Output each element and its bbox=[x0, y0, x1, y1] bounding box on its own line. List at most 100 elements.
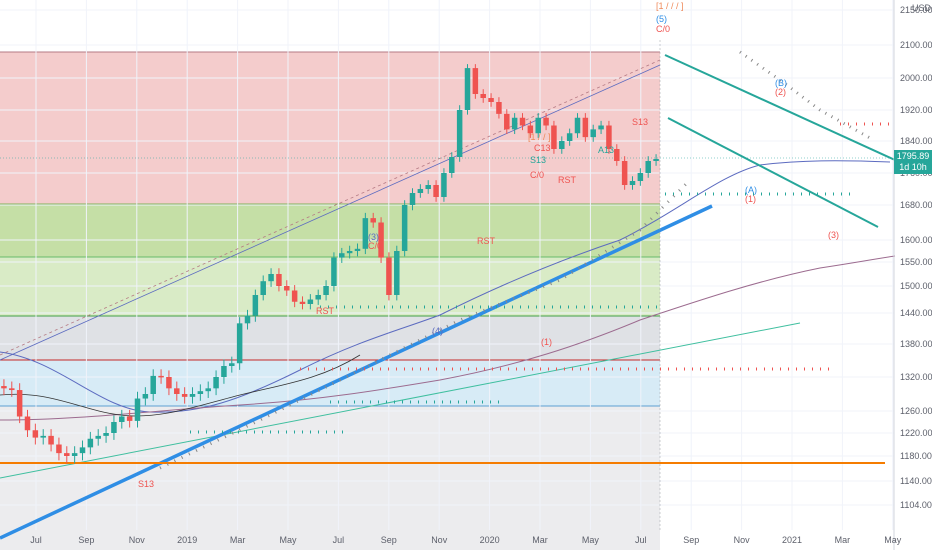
candle-body bbox=[559, 141, 565, 149]
fib-zones bbox=[0, 51, 660, 550]
candle-body bbox=[480, 94, 486, 98]
wave-top-c: C/0 bbox=[656, 24, 670, 34]
rst-a: RST bbox=[558, 175, 577, 185]
x-tick-label: Sep bbox=[78, 535, 94, 545]
candle-body bbox=[268, 274, 274, 282]
y-tick-label: 1680.00 bbox=[900, 200, 932, 210]
main-uptrend-line bbox=[0, 204, 713, 540]
candle-body bbox=[598, 125, 604, 130]
candle-body bbox=[87, 438, 94, 448]
candle-body bbox=[386, 257, 392, 295]
candle-body bbox=[221, 366, 227, 377]
candle-body bbox=[653, 159, 659, 161]
candle-body bbox=[150, 375, 156, 394]
y-tick-label: 1320.00 bbox=[900, 372, 932, 382]
candle-body bbox=[551, 125, 557, 149]
fib-zone-lightgrey bbox=[0, 406, 660, 550]
x-tick-label: Nov bbox=[431, 535, 448, 545]
candle-body bbox=[276, 274, 282, 286]
wave-top-primary: [1 / / / ] bbox=[656, 1, 684, 11]
candle-body bbox=[582, 117, 589, 138]
candle-body bbox=[472, 68, 479, 94]
candle-body bbox=[142, 394, 149, 399]
wave-1b: (1) bbox=[745, 194, 756, 204]
wave-mid-c: C13 bbox=[534, 143, 551, 153]
s13-a: S13 bbox=[632, 117, 648, 127]
wave-annotations: [1 / / / ] (5) C/0 [1 / / ] C13 C/0 (3) … bbox=[138, 1, 839, 489]
candle-body bbox=[606, 125, 612, 149]
channel-upper bbox=[664, 54, 896, 161]
candle-body bbox=[323, 286, 329, 295]
candle-body bbox=[449, 157, 455, 173]
s13-c: S13 bbox=[138, 479, 154, 489]
x-tick-label: Nov bbox=[129, 535, 146, 545]
candle-body bbox=[378, 222, 384, 258]
y-tick-label: 1220.00 bbox=[900, 428, 932, 438]
candle-body bbox=[511, 117, 518, 130]
wave-3b: (3) bbox=[828, 230, 839, 240]
candle-body bbox=[637, 173, 644, 181]
candle-body bbox=[252, 295, 259, 316]
y-tick-label: 1600.00 bbox=[900, 235, 932, 245]
blue-thin-line bbox=[0, 64, 661, 361]
candle-body bbox=[621, 161, 628, 185]
candle-body bbox=[339, 253, 345, 258]
dashed-projection bbox=[0, 59, 661, 356]
candle-body bbox=[645, 161, 651, 173]
candle-body bbox=[394, 251, 400, 295]
x-tick-label: Mar bbox=[230, 535, 246, 545]
wave-a: (A) bbox=[745, 185, 757, 195]
candles bbox=[1, 64, 659, 464]
y-tick-label: 1180.00 bbox=[900, 451, 932, 461]
candle-body bbox=[236, 323, 243, 364]
candle-body bbox=[574, 117, 581, 134]
candle-body bbox=[519, 117, 526, 126]
candle-body bbox=[590, 129, 596, 138]
candle-body bbox=[24, 416, 31, 431]
x-axis[interactable]: Jul Sep Nov 2019 Mar May Jul Sep Nov 2020 Mar May Ju… bbox=[30, 535, 902, 545]
y-tick-label: 1104.00 bbox=[900, 500, 932, 510]
y-tick-label: 1550.00 bbox=[900, 257, 932, 267]
candle-body bbox=[158, 375, 164, 378]
dots-grey-support bbox=[159, 178, 692, 470]
candle-body bbox=[331, 257, 337, 286]
candle-body bbox=[244, 315, 251, 324]
time-to-close: 1d 10h bbox=[899, 162, 927, 172]
x-tick-label: Mar bbox=[835, 535, 851, 545]
candle-body bbox=[9, 388, 15, 391]
candle-body bbox=[409, 193, 416, 205]
candle-body bbox=[417, 189, 424, 193]
candle-body bbox=[425, 185, 431, 189]
candle-body bbox=[64, 453, 70, 456]
rst-b: RST bbox=[477, 236, 496, 246]
wave-b: (B) bbox=[775, 78, 787, 88]
channel-lower bbox=[667, 117, 879, 228]
candle-body bbox=[504, 113, 510, 130]
wave-3: (3) bbox=[368, 232, 379, 242]
fib-zone-grey bbox=[0, 316, 660, 360]
candle-body bbox=[229, 363, 235, 366]
candle-body bbox=[284, 286, 290, 291]
candle-body bbox=[346, 251, 353, 254]
candle-body bbox=[441, 173, 447, 197]
candle-body bbox=[527, 125, 534, 134]
candle-body bbox=[103, 433, 109, 436]
candle-body bbox=[189, 394, 196, 397]
candle-body bbox=[629, 181, 636, 185]
candle-body bbox=[71, 453, 78, 456]
candle-body bbox=[32, 430, 39, 438]
wave-1: (1) bbox=[541, 337, 552, 347]
y-tick-label: 1260.00 bbox=[900, 406, 932, 416]
a13: A13 bbox=[598, 145, 614, 155]
x-tick-label: 2020 bbox=[480, 535, 500, 545]
y-tick-label: 2150.00 bbox=[900, 5, 932, 15]
currency-label: USD bbox=[912, 3, 932, 13]
y-tick-label: 2100.00 bbox=[900, 40, 932, 50]
wave-2: (2) bbox=[775, 87, 786, 97]
candle-body bbox=[488, 98, 494, 102]
y-tick-label: 1840.00 bbox=[900, 136, 932, 146]
ma-black bbox=[0, 354, 361, 417]
candle-body bbox=[79, 447, 86, 454]
y-axis[interactable]: 2150.002100.002000.001920.001840.001760.… bbox=[893, 0, 932, 550]
